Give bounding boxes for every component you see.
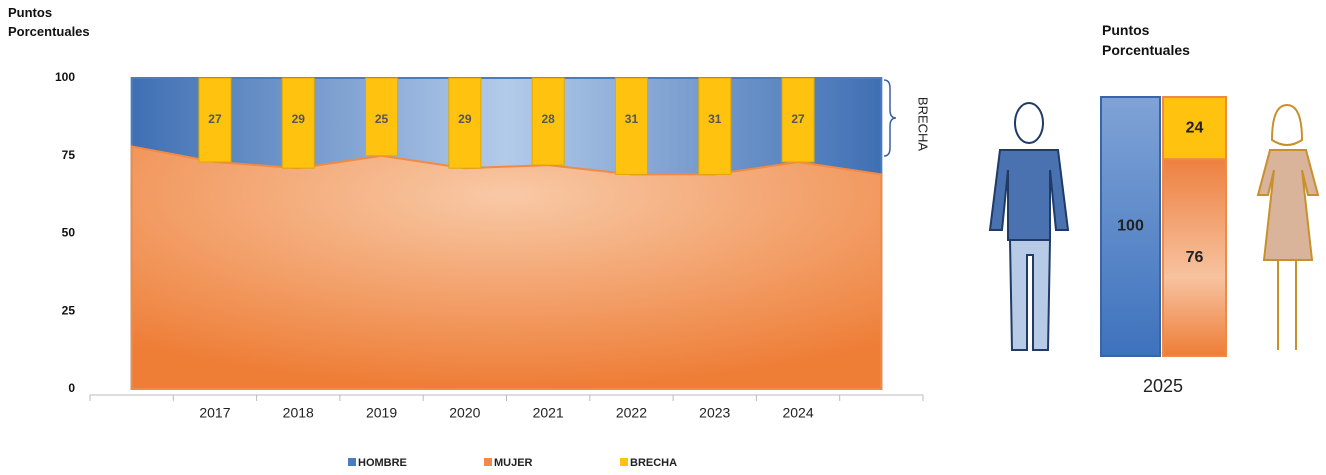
data-label: 76 bbox=[1186, 249, 1204, 266]
gap-bar bbox=[699, 78, 731, 174]
data-label: 28 bbox=[541, 112, 555, 126]
x-tick-label: 2024 bbox=[782, 405, 813, 421]
legend-swatch bbox=[348, 458, 356, 466]
data-label: 27 bbox=[208, 112, 222, 126]
brace bbox=[884, 80, 896, 156]
data-label: 31 bbox=[625, 112, 639, 126]
data-label: 29 bbox=[458, 112, 472, 126]
data-label: 24 bbox=[1186, 119, 1204, 136]
x-tick-label: 2021 bbox=[533, 405, 564, 421]
legend-swatch bbox=[620, 458, 628, 466]
chart: BRECHA 0 25 50 75 100 2017 2018 2019 2020 2021 202… bbox=[0, 0, 1326, 475]
data-label: 100 bbox=[1117, 218, 1144, 235]
y-tick-label: 75 bbox=[62, 148, 76, 162]
y-tick-label: 25 bbox=[62, 303, 76, 317]
y-tick-label: 50 bbox=[62, 226, 76, 240]
page: BRECHA 0 25 50 75 100 2017 2018 2019 2020 2021 202… bbox=[0, 0, 1326, 475]
legend-label: HOMBRE bbox=[358, 457, 407, 469]
data-label: 29 bbox=[292, 112, 306, 126]
y-axis-title: Puntos Porcentuales bbox=[8, 4, 118, 42]
x-tick-label: 2019 bbox=[366, 405, 397, 421]
annotation: BRECHA bbox=[916, 97, 931, 152]
area bbox=[132, 146, 882, 389]
x-tick-label: 2017 bbox=[199, 405, 230, 421]
x-tick-label: 2025 bbox=[1143, 376, 1183, 396]
legend-swatch bbox=[484, 458, 492, 466]
x-tick-label: 2018 bbox=[283, 405, 314, 421]
legend-label: BRECHA bbox=[630, 457, 677, 469]
gap-bar bbox=[615, 78, 647, 174]
data-label: 25 bbox=[375, 112, 389, 126]
x-tick-label: 2022 bbox=[616, 405, 647, 421]
man-icon bbox=[990, 103, 1068, 350]
data-label: 27 bbox=[791, 112, 805, 126]
data-label: 31 bbox=[708, 112, 722, 126]
y-tick-label: 100 bbox=[55, 70, 75, 84]
y-tick-label: 0 bbox=[68, 381, 75, 395]
x-tick-label: 2020 bbox=[449, 405, 480, 421]
woman-icon bbox=[1258, 105, 1318, 350]
legend-label: MUJER bbox=[494, 457, 533, 469]
x-tick-label: 2023 bbox=[699, 405, 730, 421]
y-axis-title: Puntos Porcentuales bbox=[1102, 20, 1222, 61]
